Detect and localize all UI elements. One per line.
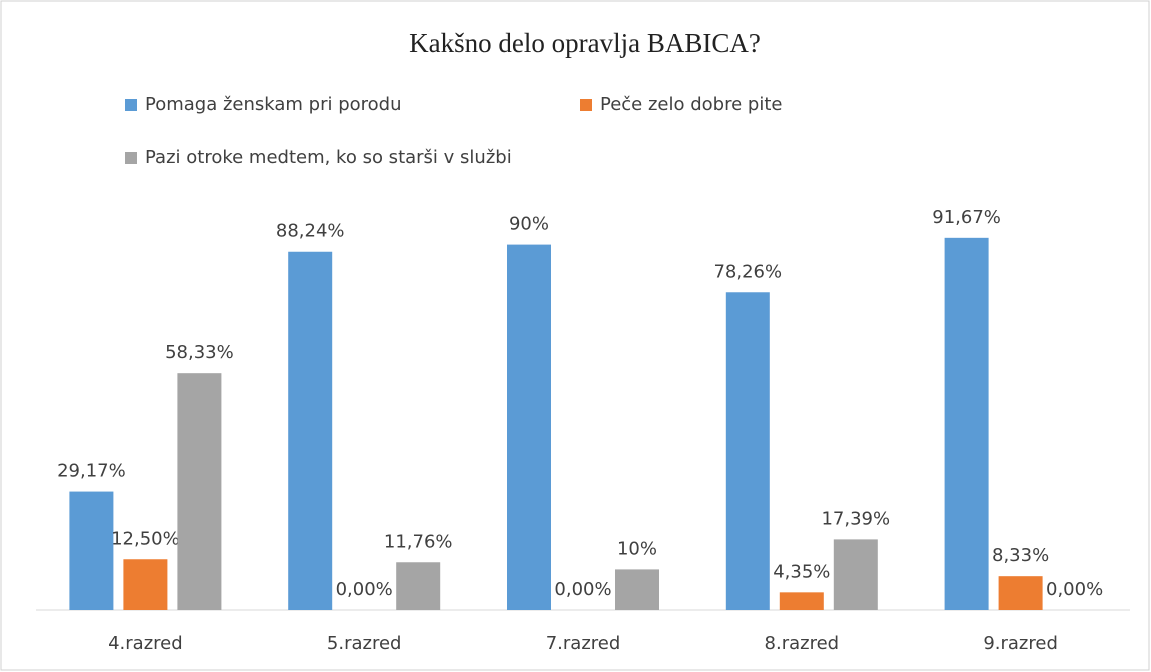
bar [288,251,333,610]
data-label: 90% [509,214,549,235]
x-tick-label: 5.razred [327,633,402,654]
data-label: 0,00% [1046,579,1103,600]
bar [69,491,114,610]
data-label: 58,33% [165,342,234,363]
chart-title: Kakšno delo opravlja BABICA? [409,28,761,58]
bar [177,373,222,610]
data-label: 29,17% [57,461,126,482]
legend-label: Pazi otroke medtem, ko so starši v služb… [145,147,512,168]
legend-label: Pomaga ženskam pri porodu [145,94,402,115]
data-label: 91,67% [932,207,1001,228]
x-tick-label: 8.razred [765,633,840,654]
bar [779,592,824,610]
bar [123,559,168,610]
bar [833,539,878,610]
legend-swatch [125,99,137,111]
bar [944,237,989,610]
bar [396,562,441,610]
x-tick-label: 9.razred [983,633,1058,654]
data-label: 4,35% [773,561,830,582]
data-label: 88,24% [276,221,345,242]
legend-swatch [125,152,137,164]
data-label: 8,33% [992,545,1049,566]
bar [615,569,659,610]
bar [507,244,551,610]
data-label: 12,50% [111,528,180,549]
x-tick-label: 4.razred [108,633,183,654]
bar [998,576,1043,610]
data-label: 17,39% [821,508,890,529]
x-tick-label: 7.razred [546,633,621,654]
data-label: 10% [617,538,657,559]
data-label: 78,26% [713,261,782,282]
data-label: 0,00% [336,579,393,600]
legend-swatch [580,99,592,111]
legend-label: Peče zelo dobre pite [600,94,782,115]
data-label: 11,76% [384,531,453,552]
bar [725,292,770,610]
data-label: 0,00% [554,579,611,600]
